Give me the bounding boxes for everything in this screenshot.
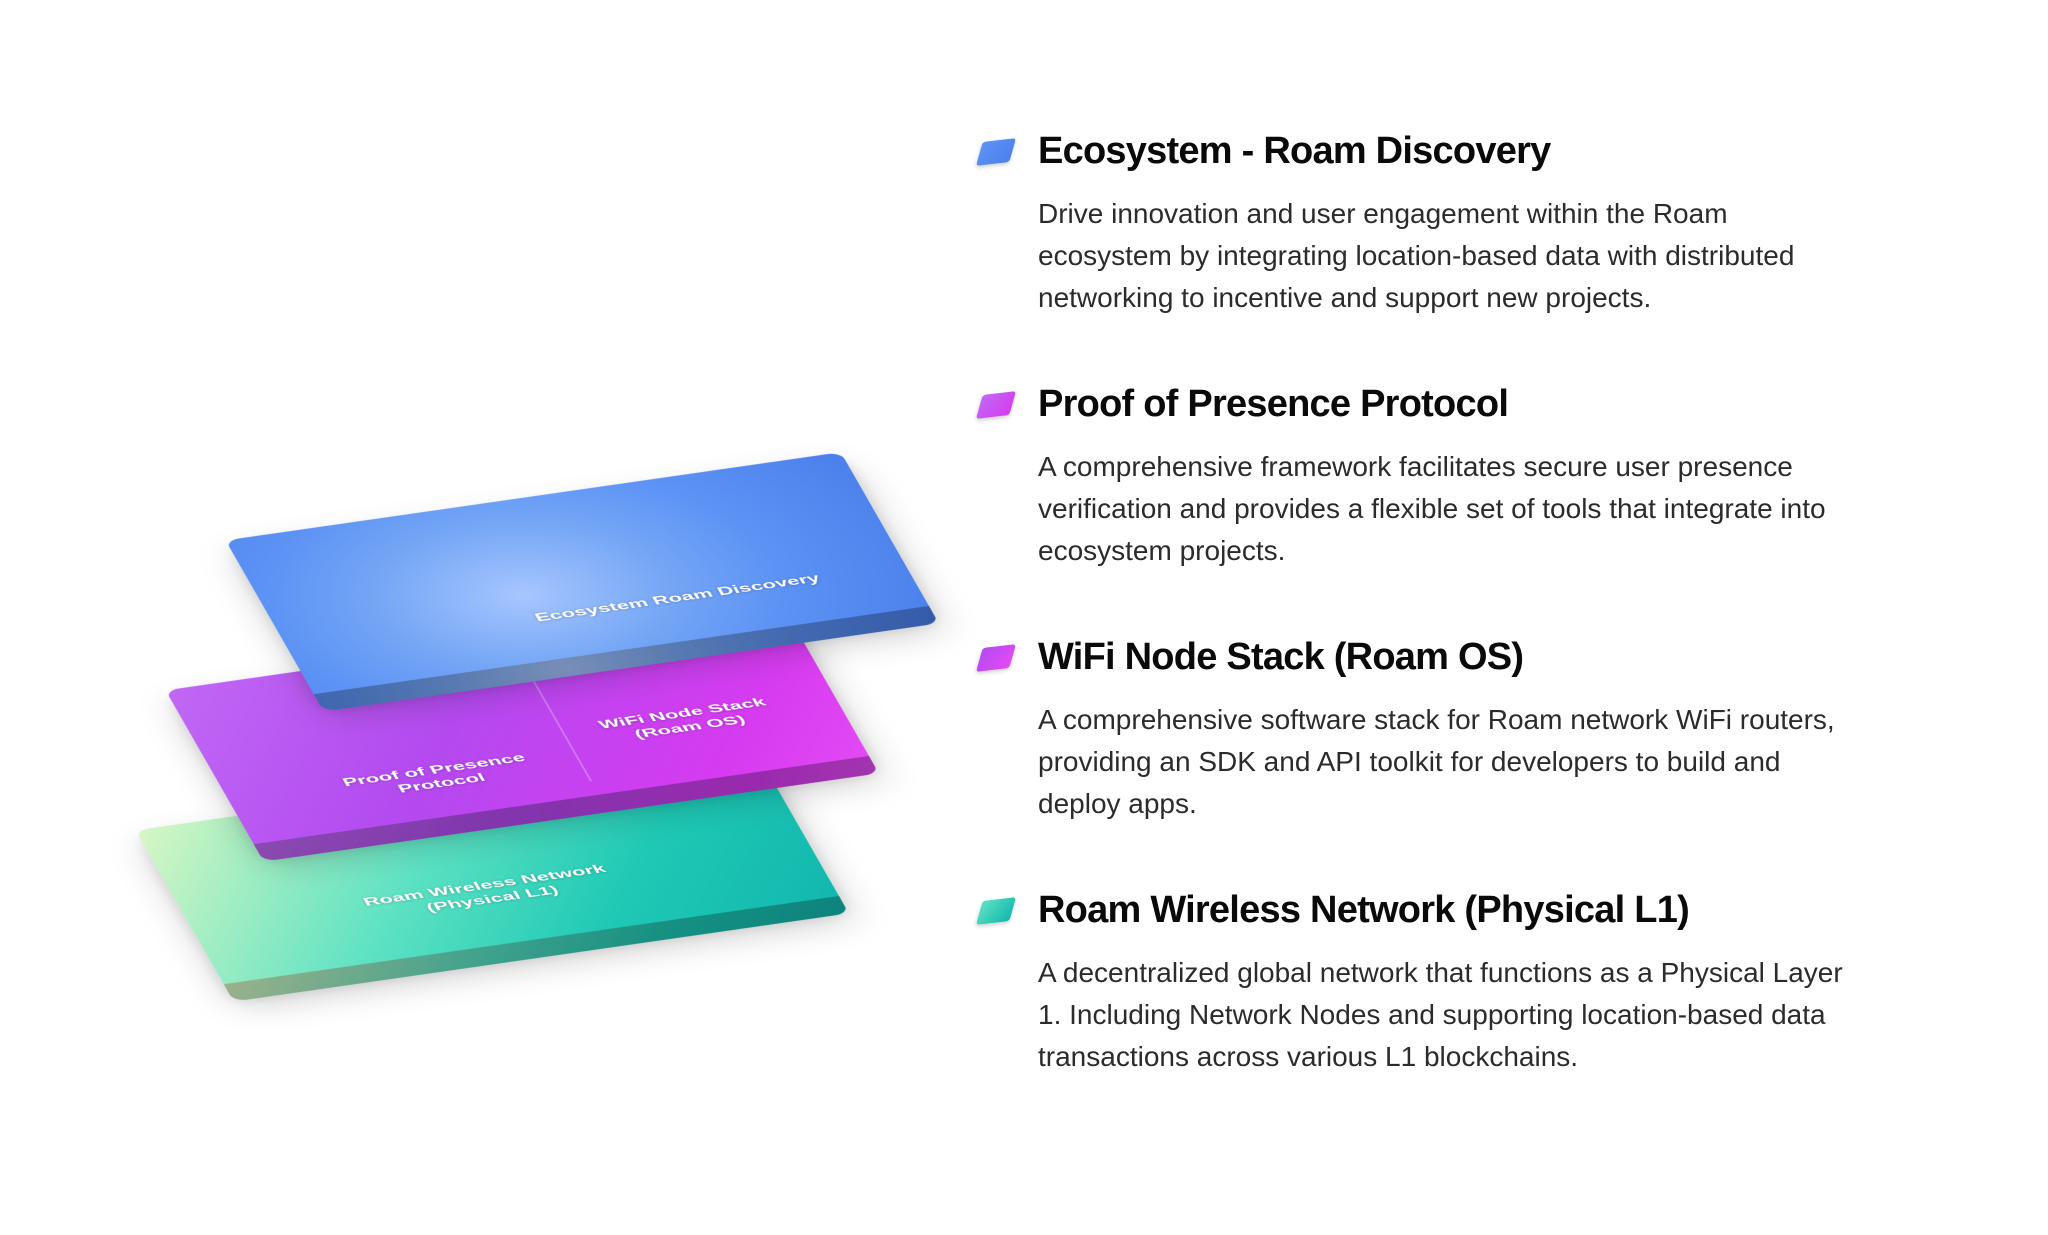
list-item-content: Roam Wireless Network (Physical L1) A de… <box>1038 889 1888 1078</box>
item-description: A comprehensive software stack for Roam … <box>1038 699 1858 825</box>
layer-top: Ecosystem Roam Discovery <box>260 408 900 748</box>
layer-label-top: Ecosystem Roam Discovery <box>532 571 823 625</box>
bullet-icon <box>976 644 1016 672</box>
item-description: A decentralized global network that func… <box>1038 952 1858 1078</box>
layer-stack: Roam Wireless Network (Physical L1) Proo… <box>150 328 870 968</box>
item-description: Drive innovation and user engagement wit… <box>1038 193 1858 319</box>
list-item: WiFi Node Stack (Roam OS) A comprehensiv… <box>980 636 1888 825</box>
layer-plate-top: Ecosystem Roam Discovery <box>226 452 935 704</box>
list-item-content: WiFi Node Stack (Roam OS) A comprehensiv… <box>1038 636 1888 825</box>
list-item: Proof of Presence Protocol A comprehensi… <box>980 383 1888 572</box>
item-title: WiFi Node Stack (Roam OS) <box>1038 636 1888 679</box>
list-item: Roam Wireless Network (Physical L1) A de… <box>980 889 1888 1078</box>
bullet-icon <box>976 138 1016 166</box>
item-title: Proof of Presence Protocol <box>1038 383 1888 426</box>
bullet-icon <box>976 391 1016 419</box>
list-item-content: Proof of Presence Protocol A comprehensi… <box>1038 383 1888 572</box>
infographic-container: Roam Wireless Network (Physical L1) Proo… <box>0 0 2048 1235</box>
feature-list: Ecosystem - Roam Discovery Drive innovat… <box>980 80 1948 1142</box>
layer-label-middle-left: Proof of Presence Protocol <box>340 750 537 803</box>
list-item-content: Ecosystem - Roam Discovery Drive innovat… <box>1038 130 1888 319</box>
item-title: Roam Wireless Network (Physical L1) <box>1038 889 1888 932</box>
list-item: Ecosystem - Roam Discovery Drive innovat… <box>980 130 1888 319</box>
bullet-icon <box>976 897 1016 925</box>
isometric-stack-diagram: Roam Wireless Network (Physical L1) Proo… <box>100 80 920 1155</box>
item-title: Ecosystem - Roam Discovery <box>1038 130 1888 173</box>
item-description: A comprehensive framework facilitates se… <box>1038 446 1858 572</box>
